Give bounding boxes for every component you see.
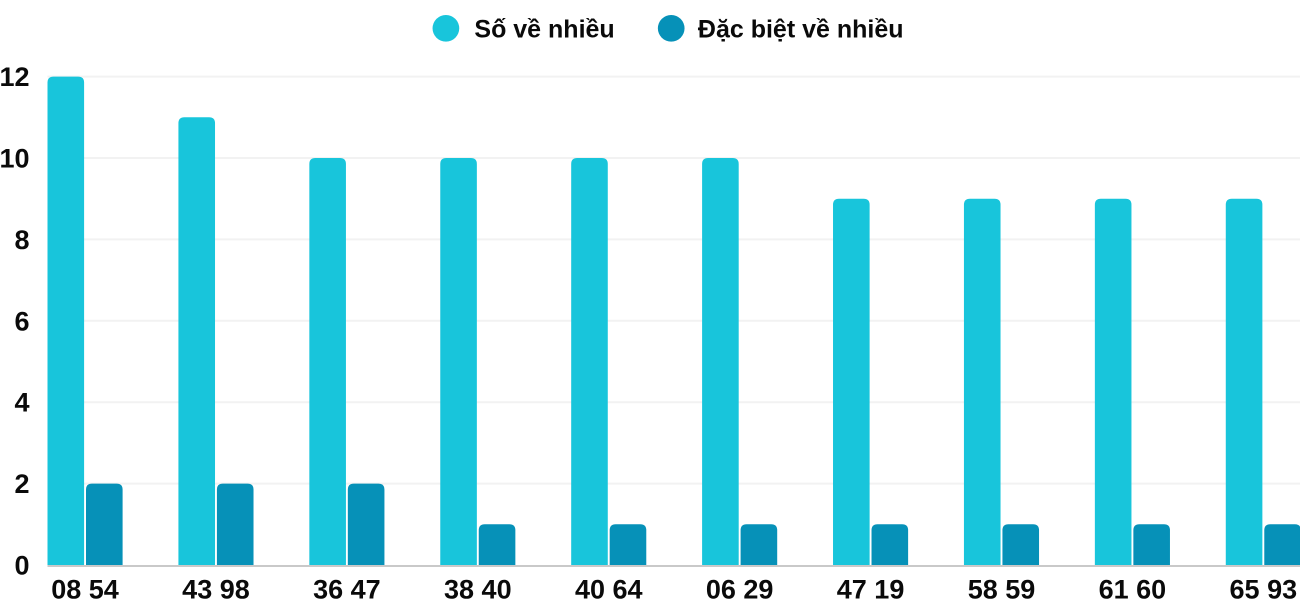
svg-text:6: 6 xyxy=(14,306,29,336)
svg-text:08 54: 08 54 xyxy=(51,575,119,600)
svg-text:4: 4 xyxy=(14,388,29,418)
svg-text:06 29: 06 29 xyxy=(706,575,774,600)
svg-text:47 19: 47 19 xyxy=(837,575,905,600)
svg-text:2: 2 xyxy=(14,469,29,499)
svg-text:0: 0 xyxy=(14,551,29,581)
svg-text:38 40: 38 40 xyxy=(444,575,512,600)
svg-text:40 64: 40 64 xyxy=(575,575,643,600)
svg-text:12: 12 xyxy=(0,62,30,92)
svg-text:43 98: 43 98 xyxy=(182,575,250,600)
svg-text:61 60: 61 60 xyxy=(1099,575,1167,600)
svg-text:10: 10 xyxy=(0,144,30,174)
svg-text:Số về nhiều: Số về nhiều xyxy=(474,15,614,43)
svg-text:65 93: 65 93 xyxy=(1230,575,1298,600)
svg-text:36 47: 36 47 xyxy=(313,575,381,600)
svg-text:8: 8 xyxy=(14,225,29,255)
svg-text:58 59: 58 59 xyxy=(968,575,1036,600)
svg-text:Đặc biệt về nhiều: Đặc biệt về nhiều xyxy=(698,15,904,43)
